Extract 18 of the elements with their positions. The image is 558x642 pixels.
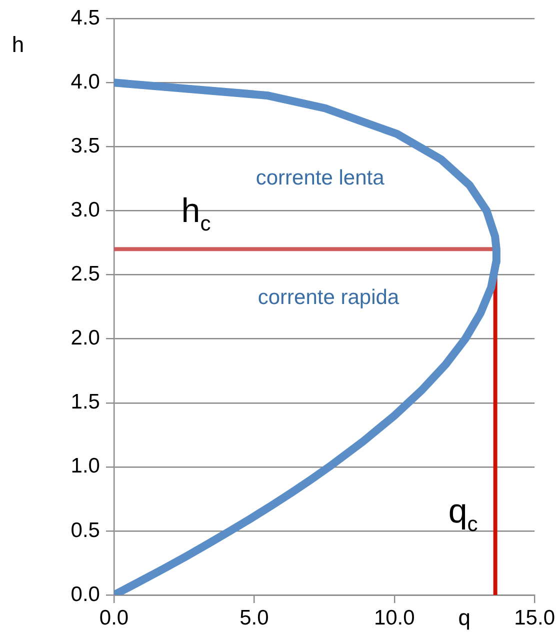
y-tick-label: 1.5 bbox=[70, 390, 100, 414]
x-tick-label: 5.0 bbox=[240, 606, 269, 630]
y-tick-label: 0.5 bbox=[70, 518, 100, 542]
y-axis-title: h bbox=[12, 32, 24, 58]
y-tick-label: 1.0 bbox=[70, 454, 100, 478]
y-tick-label: 4.5 bbox=[70, 6, 100, 30]
y-tick-label: 2.0 bbox=[70, 326, 100, 350]
x-tick-label: 10.0 bbox=[374, 606, 415, 630]
y-tick-label: 4.0 bbox=[70, 70, 100, 94]
x-tick-label: 15.0 bbox=[514, 606, 555, 630]
y-tick-label: 3.0 bbox=[70, 198, 100, 222]
y-tick-label: 0.0 bbox=[70, 582, 100, 606]
y-tick-label: 2.5 bbox=[70, 262, 100, 286]
annotation: corrente lenta bbox=[256, 166, 385, 190]
annotation: corrente rapida bbox=[258, 286, 400, 309]
x-axis-title: q bbox=[458, 605, 470, 630]
x-tick-label: 0.0 bbox=[99, 606, 129, 630]
y-tick-label: 3.5 bbox=[70, 134, 100, 158]
